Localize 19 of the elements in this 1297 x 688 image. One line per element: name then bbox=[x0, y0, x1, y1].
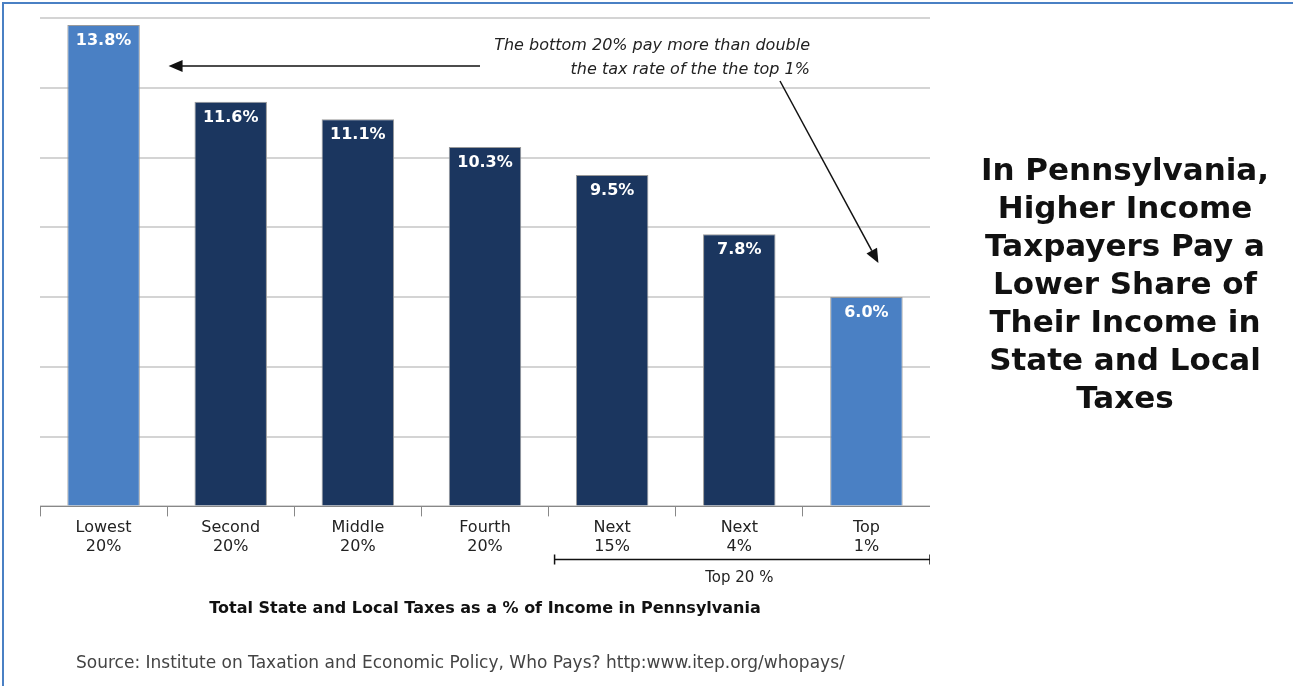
annotation: The bottom 20% pay more than double the tax rate of the the top 1% bbox=[494, 35, 811, 79]
data-label: 13.8% bbox=[75, 30, 132, 50]
x-tick-label: Lowest 20% bbox=[75, 517, 132, 556]
data-label: 10.3% bbox=[457, 152, 513, 172]
data-label: 7.8% bbox=[717, 239, 762, 259]
x-axis-title: Total State and Local Taxes as a % of Income in Pennsylvania bbox=[209, 597, 761, 617]
data-label: 6.0% bbox=[844, 302, 889, 322]
x-tick-label: Next 4% bbox=[720, 517, 758, 556]
x-tick-label: Next 15% bbox=[593, 517, 631, 556]
data-label: 9.5% bbox=[589, 180, 635, 200]
source-note: Source: Institute on Taxation and Economic Policy, Who Pays? http:www.itep.org/whopays/ bbox=[76, 652, 845, 672]
text: Top 20 % bbox=[704, 567, 774, 586]
data-label: 11.1% bbox=[330, 124, 386, 144]
data-label: 11.6% bbox=[202, 106, 259, 126]
x-tick-label: Second 20% bbox=[201, 517, 261, 556]
x-tick-label: Top 1% bbox=[851, 517, 880, 556]
x-tick-label: Fourth 20% bbox=[459, 517, 511, 556]
text: In Pennsylvania, Higher Income Taxpayers Pay a Lower Share of Their Income in State and Local Taxes bbox=[979, 150, 1271, 416]
x-tick-label: Middle 20% bbox=[331, 517, 385, 556]
